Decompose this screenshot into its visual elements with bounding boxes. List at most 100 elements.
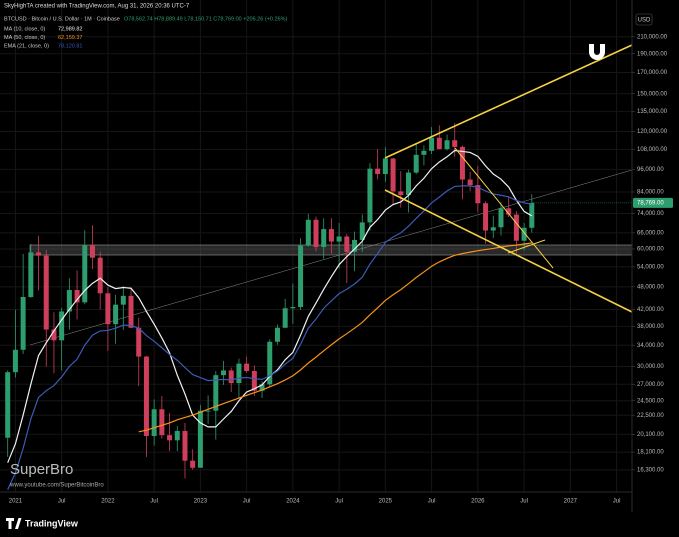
candle-body [97,257,103,294]
candle-body [43,255,49,330]
legend-value: 78,120.81 [58,43,82,49]
candle-body [305,219,311,246]
candle-body [375,168,381,175]
candle-body [82,245,88,303]
candle-body [74,290,80,303]
candle-body [506,208,512,215]
legend-name: EMA (21, close, 0) [4,43,49,49]
candle-body [228,370,234,384]
candle-body [498,208,504,228]
candle-body [405,172,411,196]
brand-logo [6,518,22,529]
lower-channel-line [384,189,633,313]
candle-body [459,146,465,180]
watermark: SuperBro [10,461,73,478]
candle-body [28,252,34,297]
candle-body [274,327,280,342]
candle-body [244,363,250,372]
candle-body [136,327,142,357]
candle-body [259,384,265,391]
upper-channel-line [384,44,633,159]
candle-body [367,168,373,223]
candle-body [436,137,442,150]
candle-body [267,341,273,385]
x-tick-label: 2025 [379,499,393,505]
candle-body [190,460,196,468]
candle-body [20,296,26,350]
candle-body [113,304,119,325]
wedge-line [507,239,546,254]
candle-body [398,191,404,196]
candle-body [344,236,350,252]
y-tick-label: 20,100.00 [637,432,664,438]
candle-body [521,227,527,241]
candle-body [151,409,157,437]
candle-body [490,227,496,231]
candle-body [290,307,296,309]
y-tick-label: 48,000.00 [637,284,664,290]
x-tick-label: Jul [428,499,436,505]
y-tick-label: 170,000.00 [637,70,668,76]
y-tick-label: 66,000.00 [637,230,664,236]
y-tick-label: 54,000.00 [637,264,664,270]
y-tick-label: 38,000.00 [637,324,664,330]
candle-body [513,214,519,241]
x-tick-label: Jul [520,499,528,505]
x-tick-label: 2022 [101,499,115,505]
candle-body [5,372,11,438]
x-tick-label: Jul [335,499,343,505]
legend-value: 62,159.37 [58,35,82,41]
candle-body [159,409,165,436]
y-tick-label: 210,000.00 [637,34,668,40]
symbol: BTCUSD · Bitcoin / U.S. Dollar · 1M · Co… [4,16,120,22]
y-tick-label: 60,000.00 [637,247,664,253]
candle-body [182,430,188,461]
axes: 210,000.00 190,000.00 170,000.00 150,000.00… [9,34,673,505]
last-price-box [633,197,673,208]
candle-body [382,158,388,175]
legend-value: 72,989.82 [58,26,82,32]
candle-body [66,290,72,312]
candle-body [429,137,435,151]
y-tick-label: 150,000.00 [637,91,668,97]
y-tick-label: 135,000.00 [637,109,668,115]
candle-body [444,140,450,150]
currency-box [635,13,653,26]
candle-body [475,185,481,204]
y-tick-label: 22,500.00 [637,413,664,419]
candle-body [36,252,42,256]
indicator-line [138,242,532,433]
candle-body [59,311,65,341]
x-tick-label: 2021 [9,499,23,505]
candle-body [12,349,18,373]
candle-body [236,363,242,384]
candle-body [105,293,111,325]
x-tick-label: 2027 [564,499,578,505]
y-tick-label: 120,000.00 [637,129,668,135]
candle-body [313,219,319,248]
candle-body [413,154,419,173]
candle-body [174,430,180,441]
y-tick-label: 74,000.00 [637,211,664,217]
candle-body [282,308,288,328]
y-tick-label: 190,000.00 [637,51,668,57]
currency-label: USD [638,18,651,24]
candle-body [483,203,489,231]
y-tick-label: 18,100.00 [637,450,664,456]
y-tick-label: 42,000.00 [637,307,664,313]
y-tick-label: 34,000.00 [637,343,664,349]
candle-body [452,140,458,147]
magnet-icon [589,44,605,60]
y-tick-label: 96,000.00 [637,167,664,173]
legend-name: MA (10, close, 0) [4,26,45,32]
candle-body [321,229,327,248]
credit: SkyHighTA created with TradingView.com, … [4,4,190,10]
watermark-url: www.youtube.com/SuperBitcoinBro [9,483,104,489]
x-tick-label: 2023 [194,499,208,505]
candle-body [390,158,396,192]
y-tick-label: 108,000.00 [637,147,668,153]
y-tick-label: 30,000.00 [637,364,664,370]
y-tick-label: 84,000.00 [637,190,664,196]
candle-body [120,295,126,305]
